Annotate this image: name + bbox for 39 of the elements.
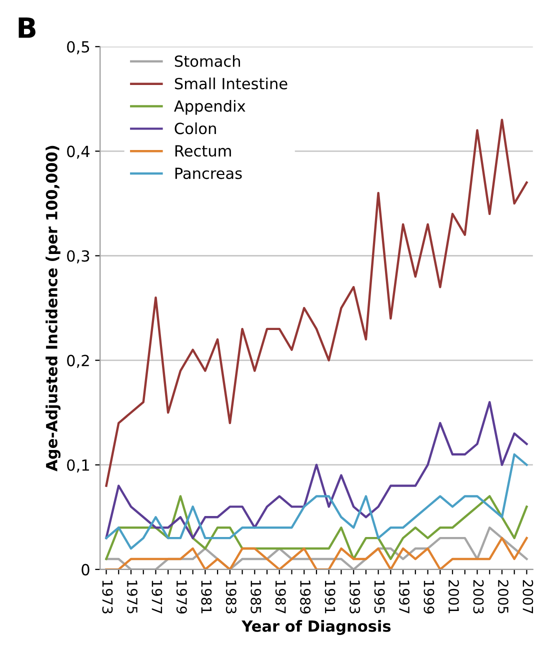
line-series [105, 526, 528, 570]
y-tick-label: 0,5 [67, 41, 90, 54]
x-tick-label: 1987 [275, 580, 286, 614]
y-axis-title: Age-Adjusted Incidence (per 100,000) [46, 146, 61, 472]
line-series [105, 536, 528, 570]
x-tick-label: 1983 [226, 580, 236, 614]
x-tick-label: 1973 [102, 580, 113, 614]
x-tick-label: 1993 [350, 580, 360, 614]
y-tick-label: 0,4 [67, 146, 90, 159]
legend-label: Small Intestine [174, 78, 288, 90]
x-tick-label: 1989 [300, 580, 311, 614]
y-tick-label: 0,2 [67, 354, 89, 368]
line-series [105, 118, 528, 487]
x-tick-label: 1979 [176, 580, 187, 614]
y-tick-label: 0 [82, 564, 90, 576]
y-tick-label: 0,3 [67, 250, 90, 264]
line-series [105, 453, 528, 550]
x-tick-label: 2005 [498, 580, 508, 614]
legend-label: Colon [174, 122, 216, 134]
legend-label: Pancreas [175, 168, 242, 180]
x-tick-label: 1999 [424, 580, 434, 614]
x-tick-label: 2003 [473, 580, 484, 614]
x-tick-label: 2007 [522, 580, 534, 614]
x-tick-label: 1977 [152, 580, 162, 614]
legend-label: Appendix [174, 100, 246, 115]
x-tick-label: 1981 [201, 580, 212, 614]
legend-label: Stomach [174, 55, 240, 67]
x-tick-label: 1975 [126, 580, 138, 614]
x-tick-label: 1991 [324, 580, 336, 614]
line-series [105, 495, 528, 560]
x-tick-label: 2001 [448, 580, 459, 614]
text: B [18, 18, 36, 38]
x-tick-label: 1985 [250, 580, 262, 614]
y-tick-label: 0,1 [67, 459, 89, 472]
legend-label: Rectum [175, 145, 231, 157]
x-tick-label: 1997 [399, 580, 410, 614]
x-axis-title: Year of Diagnosis [242, 620, 391, 635]
x-tick-label: 1995 [374, 580, 385, 614]
line-series [105, 401, 528, 540]
